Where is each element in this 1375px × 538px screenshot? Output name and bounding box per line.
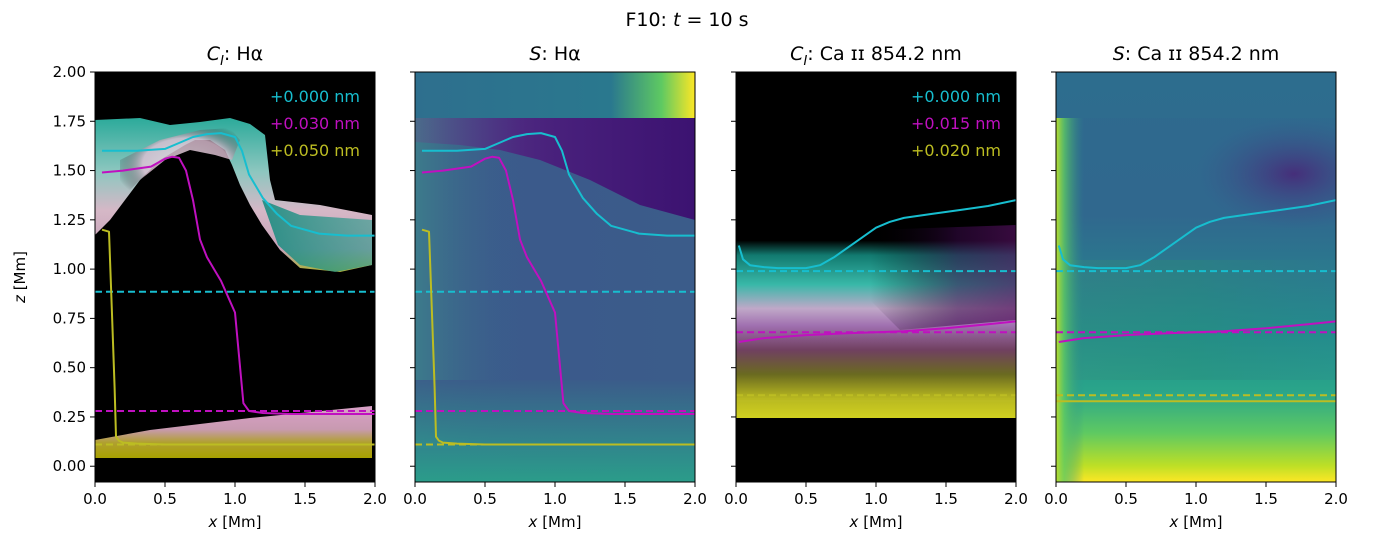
x-tick-label: 0.5 <box>473 490 497 508</box>
legend-entry: +0.050 nm <box>270 141 360 160</box>
x-tick-label: 1.5 <box>293 490 317 508</box>
y-axis-label: z [Mm] <box>11 251 29 304</box>
y-tick-label: 0.25 <box>53 408 86 426</box>
x-tick-label: 0.5 <box>153 490 177 508</box>
series-line-2-solid <box>738 320 1016 343</box>
y-tick-label: 1.75 <box>53 112 86 130</box>
x-axis-label: x [Mm] <box>1169 513 1223 531</box>
x-tick-label: 1.0 <box>1184 490 1208 508</box>
legend-entry: +0.000 nm <box>270 87 360 106</box>
series-group <box>736 199 1016 403</box>
x-tick-label: 1.0 <box>543 490 567 508</box>
x-tick-label: 2.0 <box>1004 490 1028 508</box>
series-group <box>95 132 375 446</box>
figure-suptitle: F10: t = 10 s <box>625 9 748 31</box>
series-group <box>415 132 695 446</box>
series-line-0-solid <box>1057 199 1336 270</box>
series-line-0-solid <box>737 199 1016 270</box>
series-group <box>1056 199 1336 403</box>
x-axis-label: x [Mm] <box>528 513 582 531</box>
x-tick-label: 0.5 <box>794 490 818 508</box>
x-tick-label: 1.5 <box>613 490 637 508</box>
x-tick-label: 2.0 <box>1324 490 1348 508</box>
series-line-2-solid <box>1058 320 1336 343</box>
x-tick-label: 1.5 <box>1254 490 1278 508</box>
panel-title: CI: Ca ɪɪ 854.2 nm <box>790 43 962 69</box>
y-tick-label: 1.00 <box>53 260 86 278</box>
x-axis-label: x [Mm] <box>849 513 903 531</box>
panel-3-image <box>736 72 1016 482</box>
panel-title: CI: Hα <box>207 43 263 69</box>
panel-3: CI: Ca ɪɪ 854.2 nm 0.0 0.5 1.0 1.5 2.0 x [Mm] +… <box>724 43 1028 531</box>
y-tick-label: 0.00 <box>53 457 86 475</box>
y-tick-label: 0.50 <box>53 359 86 377</box>
x-tick-label: 1.5 <box>934 490 958 508</box>
x-axis-label: x [Mm] <box>208 513 262 531</box>
legend-entry: +0.000 nm <box>911 87 1001 106</box>
series-line-2-solid <box>101 155 375 415</box>
x-tick-label: 0.0 <box>403 490 427 508</box>
panel-1-image <box>95 72 375 482</box>
y-tick-label: 2.00 <box>53 63 86 81</box>
legend-entry: +0.015 nm <box>911 114 1001 133</box>
x-tick-label: 0.0 <box>83 490 107 508</box>
legend-entry: +0.020 nm <box>911 141 1001 160</box>
panel-2-image <box>415 72 695 482</box>
x-tick-label: 0.5 <box>1114 490 1138 508</box>
y-tick-label: 1.50 <box>53 162 86 180</box>
y-tick-label: 0.75 <box>53 309 86 327</box>
panel-title: S: Ca ɪɪ 854.2 nm <box>1113 43 1280 65</box>
panel-4-image <box>1056 72 1336 482</box>
panel-title: S: Hα <box>529 43 580 65</box>
x-tick-label: 2.0 <box>683 490 707 508</box>
x-tick-label: 1.0 <box>864 490 888 508</box>
series-line-2-solid <box>421 155 695 415</box>
legend-entry: +0.030 nm <box>270 114 360 133</box>
y-tick-label: 1.25 <box>53 211 86 229</box>
x-tick-label: 2.0 <box>363 490 387 508</box>
panel-4: S: Ca ɪɪ 854.2 nm 0.0 0.5 1.0 1.5 2.0 x [Mm] <box>1044 43 1348 531</box>
panel-2: S: Hα 0.0 0.5 1.0 1.5 2.0 x [Mm] <box>403 43 707 531</box>
panel-1: CI: Hα 0.0 0.5 1.0 1.5 2.0 x [Mm] 0.00 0.25 0.50 0… <box>11 43 387 531</box>
series-line-0-solid <box>422 132 695 237</box>
series-line-0-solid <box>102 132 375 237</box>
x-tick-label: 1.0 <box>223 490 247 508</box>
x-tick-label: 0.0 <box>724 490 748 508</box>
x-tick-label: 0.0 <box>1044 490 1068 508</box>
